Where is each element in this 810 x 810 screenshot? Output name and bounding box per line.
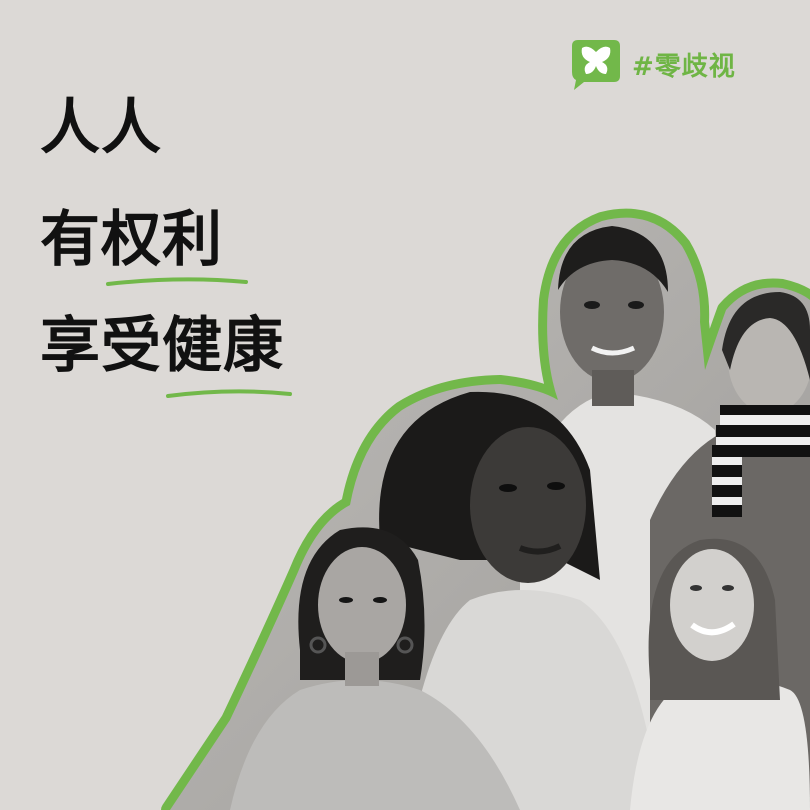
underline-health bbox=[166, 389, 292, 398]
logo-text: #零歧视 bbox=[632, 51, 736, 82]
headline: 人人 有权利 享受健康 bbox=[40, 98, 284, 376]
person-woman-left bbox=[230, 527, 520, 810]
underline-rights bbox=[106, 277, 248, 286]
person-girl-right bbox=[630, 538, 810, 810]
headline-line-2-plain: 有 bbox=[40, 205, 101, 275]
logo: #零歧视 bbox=[568, 36, 736, 92]
striped-scarf bbox=[712, 405, 810, 517]
headline-line-3: 享受健康 bbox=[40, 316, 284, 376]
headline-line-2: 有权利 bbox=[40, 210, 284, 270]
headline-line-3-highlight: 健康 bbox=[162, 311, 284, 381]
butterfly-icon bbox=[572, 40, 620, 90]
headline-line-2-highlight: 权利 bbox=[101, 205, 223, 275]
headline-line-1: 人人 bbox=[40, 93, 162, 163]
headline-line-3-plain: 享受 bbox=[40, 311, 162, 381]
